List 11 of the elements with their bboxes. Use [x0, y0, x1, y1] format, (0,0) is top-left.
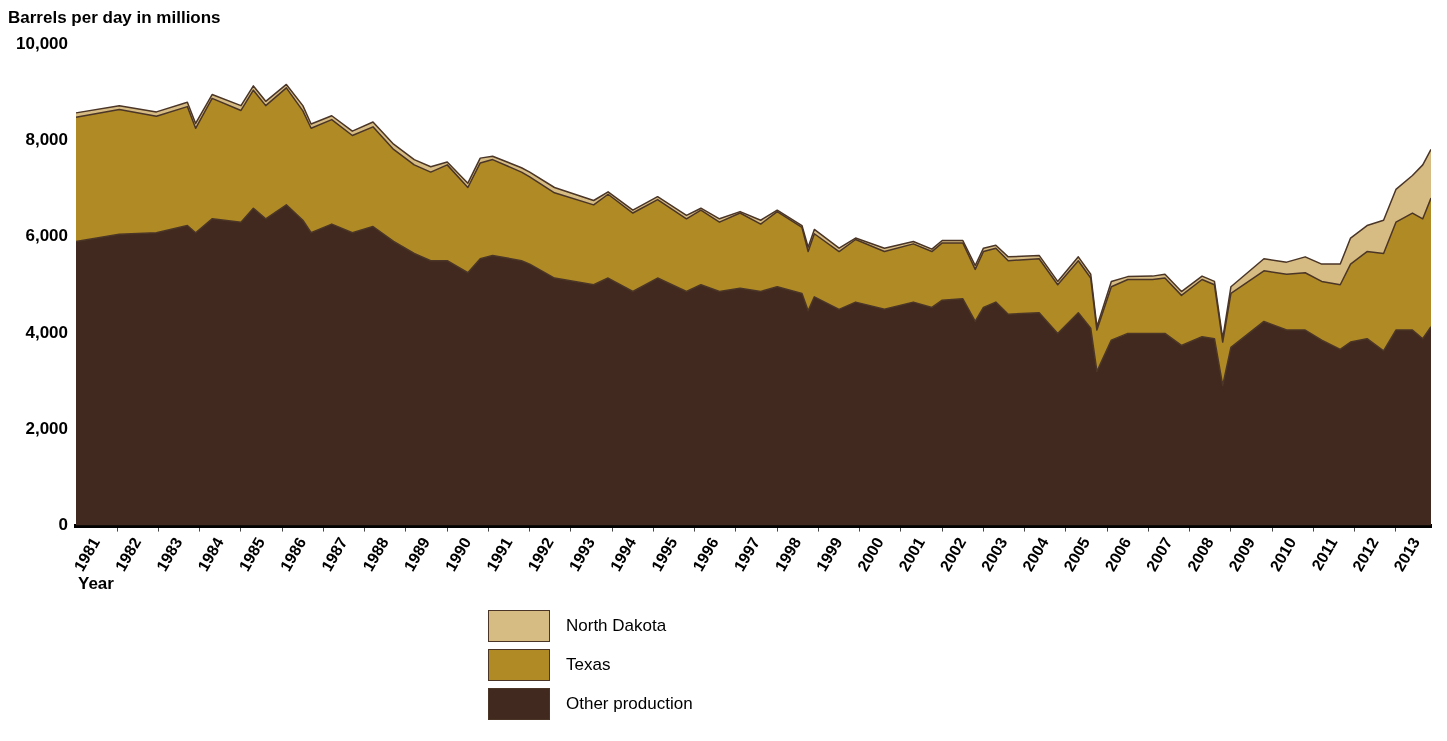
x-axis-title: Year: [78, 574, 115, 594]
y-tick-label: 4,000: [25, 322, 68, 342]
y-axis-title: Barrels per day in millions: [8, 8, 221, 28]
legend-label: North Dakota: [566, 616, 667, 636]
y-tick-label: 0: [58, 515, 68, 535]
legend-label: Other production: [566, 694, 693, 714]
y-tick-label: 10,000: [16, 33, 68, 53]
y-tick-label: 8,000: [25, 130, 68, 149]
legend-label: Texas: [566, 655, 611, 675]
y-tick-label: 6,000: [25, 226, 68, 246]
y-tick-label: 2,000: [25, 418, 68, 438]
